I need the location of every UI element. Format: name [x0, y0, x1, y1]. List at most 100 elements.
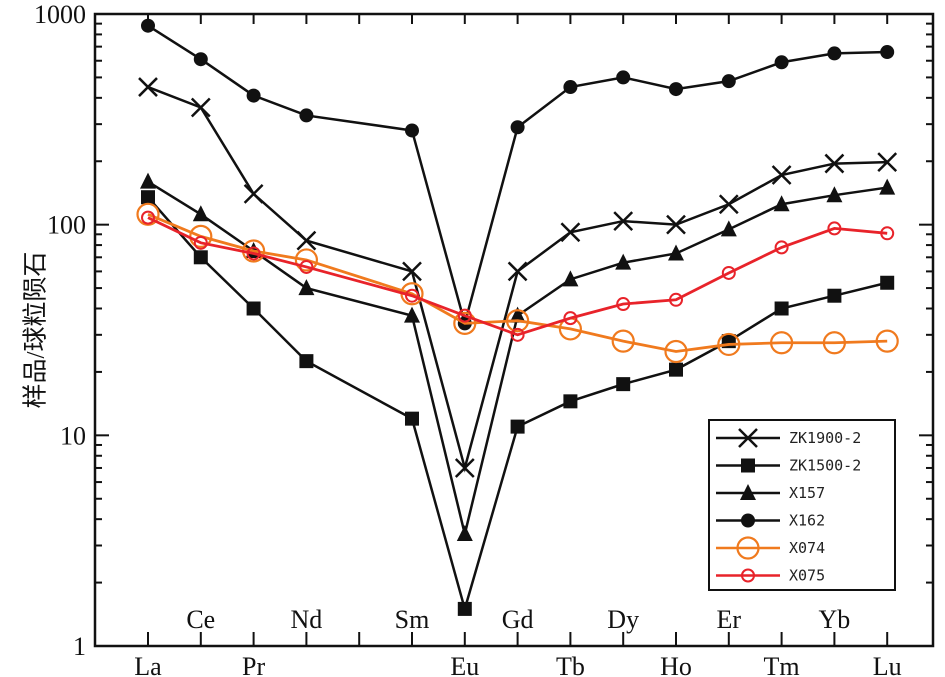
- triangle-marker: [668, 244, 684, 261]
- circle-marker: [721, 74, 736, 89]
- x-tick-label: Pr: [242, 652, 265, 677]
- x-tick-label: Sm: [395, 605, 430, 634]
- series-zk1900-2: [138, 77, 898, 478]
- square-marker: [193, 250, 208, 265]
- legend-item-x074: X074: [716, 536, 825, 560]
- square-marker: [299, 354, 314, 369]
- legend-box: [708, 419, 896, 591]
- square-marker: [880, 275, 895, 290]
- open-circle-marker: [774, 240, 789, 255]
- x-marker: [771, 165, 792, 185]
- x-tick-label: La: [134, 652, 162, 677]
- triangle-marker: [509, 306, 526, 323]
- square-marker: [457, 601, 472, 616]
- legend-label: X162: [789, 512, 825, 530]
- legend-label: ZK1900-2: [789, 429, 861, 447]
- x-marker: [507, 261, 528, 282]
- legend-item-zk1900-2: ZK1900-2: [716, 428, 861, 448]
- x-marker: [243, 183, 264, 204]
- x-tick-label: Eu: [450, 652, 479, 677]
- open-circle-marker: [827, 221, 842, 236]
- y-tick-labels: 1 10 100 1000: [34, 0, 86, 661]
- legend-item-zk1500-2: ZK1500-2: [716, 457, 861, 475]
- open-circle-marker: [136, 202, 160, 226]
- open-circle-marker: [453, 311, 477, 335]
- x-marker: [560, 222, 581, 243]
- circle-marker: [616, 70, 631, 85]
- triangle-marker: [826, 186, 843, 203]
- series-line-zk1500-2: [147, 196, 888, 614]
- series-line-zk1900-2: [147, 85, 888, 473]
- circle-marker: [774, 55, 789, 70]
- open-circle-marker: [875, 329, 899, 353]
- series-x162: [141, 18, 895, 331]
- open-circle-marker: [616, 297, 631, 312]
- series-x074: [136, 202, 899, 364]
- legend-label: X074: [789, 539, 825, 557]
- open-circle-marker: [405, 288, 419, 303]
- open-circle-marker: [721, 265, 736, 280]
- x-marker: [402, 261, 422, 282]
- x-tick-label: Ho: [660, 652, 692, 677]
- square-marker: [246, 301, 261, 316]
- open-circle-marker: [769, 331, 794, 355]
- open-circle-marker: [193, 235, 208, 250]
- legend-item-x157: X157: [716, 484, 825, 502]
- plot-frame: [93, 12, 935, 648]
- triangle-marker: [740, 484, 756, 500]
- x-marker: [190, 97, 211, 118]
- series-zk1500-2: [141, 190, 895, 616]
- open-circle-marker: [741, 568, 755, 583]
- open-circle-marker: [563, 311, 578, 326]
- series-group: [136, 18, 899, 616]
- square-marker: [405, 411, 419, 426]
- series-x075: [141, 210, 895, 342]
- open-circle-marker: [510, 327, 525, 342]
- square-marker: [141, 190, 155, 205]
- open-circle-marker: [299, 259, 314, 274]
- legend-label: X075: [789, 567, 825, 585]
- triangle-marker: [720, 220, 737, 237]
- circle-marker: [669, 82, 683, 97]
- x-tick-label: Er: [717, 605, 742, 634]
- x-tick-labels: La Ce Pr Nd Sm Eu Gd Tb Dy Ho Er Tm Yb Lu: [134, 605, 901, 677]
- open-circle-marker: [246, 246, 261, 261]
- x-marker: [738, 428, 758, 448]
- square-marker: [669, 362, 683, 377]
- circle-marker: [405, 123, 419, 138]
- open-circle-marker: [457, 308, 472, 323]
- triangle-marker: [562, 270, 579, 287]
- circle-marker: [299, 108, 314, 123]
- square-marker: [510, 419, 525, 434]
- open-circle-marker: [717, 332, 741, 357]
- open-circle-marker: [505, 309, 530, 333]
- y-axis-label: 样品/球粒陨石: [22, 252, 50, 409]
- circle-marker: [193, 52, 208, 67]
- x-tick-label: Nd: [291, 605, 323, 634]
- x-marker: [666, 214, 686, 235]
- x-marker: [454, 458, 475, 478]
- x-tick-label: Tm: [764, 652, 800, 677]
- y-tick-label: 1: [73, 632, 86, 661]
- y-tick-label: 1000: [34, 0, 86, 29]
- open-circle-marker: [880, 226, 895, 241]
- square-marker: [616, 377, 631, 392]
- square-marker: [827, 288, 842, 303]
- circle-marker: [510, 120, 525, 135]
- x-tick-label: Gd: [502, 605, 534, 634]
- circle-marker: [246, 88, 261, 103]
- legend-label: ZK1500-2: [789, 457, 861, 475]
- y-tick-label: 10: [60, 421, 86, 450]
- x-tick-label: Tb: [556, 652, 585, 677]
- x-marker: [296, 230, 317, 251]
- triangle-marker: [404, 306, 420, 323]
- square-marker: [563, 394, 578, 409]
- open-circle-marker: [141, 210, 155, 225]
- x-marker: [138, 77, 158, 97]
- circle-marker: [563, 80, 578, 95]
- legend: ZK1900-2 ZK1500-2 X157 X162 X074 X075: [708, 419, 896, 591]
- triangle-marker: [140, 172, 156, 189]
- square-marker: [774, 301, 789, 316]
- legend-item-x162: X162: [716, 512, 825, 530]
- x-marker: [718, 194, 739, 215]
